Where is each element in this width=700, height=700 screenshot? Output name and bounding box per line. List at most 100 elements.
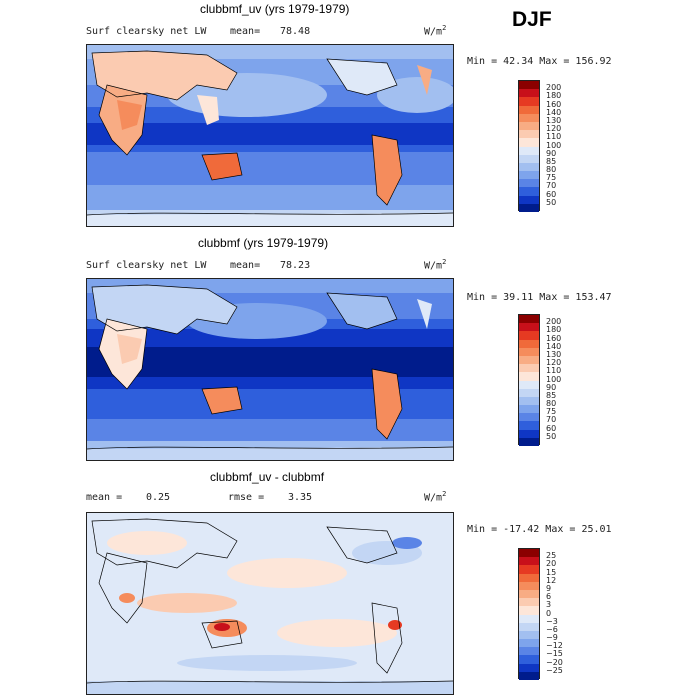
panel-1-mean-value: 78.48 [280, 26, 311, 37]
colorbar-cell [519, 388, 539, 397]
panel-2-variable: Surf clearsky net LW [86, 260, 207, 271]
colorbar-cell [519, 171, 539, 180]
panel-2-map-field [87, 279, 453, 460]
colorbar-cell [519, 195, 539, 204]
colorbar-cell [519, 655, 539, 664]
colorbar-tick-label: −25 [546, 665, 563, 675]
colorbar-cell [519, 405, 539, 414]
panel-1-mean-label: mean= [230, 26, 261, 37]
colorbar-tick-label: −20 [546, 657, 563, 667]
colorbar-tick-label: 20 [546, 559, 557, 569]
colorbar-cell [519, 549, 539, 558]
colorbar-cell [519, 639, 539, 648]
panel-1-variable: Surf clearsky net LW [86, 26, 207, 37]
colorbar-tick-label: 110 [546, 132, 562, 142]
colorbar-cell [519, 105, 539, 114]
colorbar-tick-label: 9 [546, 583, 552, 593]
colorbar-tick-label: 75 [546, 173, 557, 183]
panel-2-minmax: Min = 39.11 Max = 153.47 [467, 292, 612, 303]
panel-2-title: clubbmf (yrs 1979-1979) [198, 236, 329, 250]
panel-3-rmse-label: rmse = [228, 492, 265, 503]
panel-3-rmse-value: 3.35 [288, 492, 313, 503]
panel-3-mean-label: mean = [86, 492, 123, 503]
colorbar-tick-label: 90 [546, 148, 557, 158]
colorbar-cell [519, 339, 539, 348]
colorbar-cell [519, 364, 539, 373]
colorbar-cell [519, 179, 539, 188]
colorbar-tick-label: 100 [546, 374, 562, 384]
colorbar-tick-label: 50 [546, 197, 557, 207]
colorbar-tick-label: 85 [546, 390, 557, 400]
panel-1-title: clubbmf_uv (yrs 1979-1979) [200, 2, 350, 16]
colorbar-cell [519, 396, 539, 406]
colorbar-cell [519, 630, 539, 640]
panel-1-map-field [87, 45, 453, 226]
colorbar-cell [519, 647, 539, 656]
colorbar-tick-label: 160 [546, 99, 562, 109]
panel-2-mean-value: 78.23 [280, 260, 311, 271]
colorbar-tick-label: 85 [546, 156, 557, 166]
panel-2-mean-label: mean= [230, 260, 261, 271]
colorbar-cell [519, 323, 539, 332]
colorbar-tick-label: 80 [546, 399, 557, 409]
colorbar-cell [519, 355, 539, 365]
colorbar-tick-label: 110 [546, 366, 562, 376]
colorbar-tick-label: 200 [546, 83, 562, 93]
colorbar-cell [519, 622, 539, 631]
panel-1-map [86, 44, 454, 227]
panel-1-units: W/m2 [424, 24, 447, 38]
colorbar-tick-label: 130 [546, 349, 562, 359]
colorbar-cell [519, 347, 539, 356]
colorbar-cell [519, 89, 539, 98]
panel-3-minmax: Min = -17.42 Max = 25.01 [467, 524, 612, 535]
colorbar-cell [519, 581, 539, 590]
colorbar-tick-label: 130 [546, 115, 562, 125]
colorbar-cell [519, 187, 539, 196]
panel-3-map [86, 512, 454, 695]
colorbar-tick-label: 120 [546, 358, 562, 368]
colorbar-tick-label: 0 [546, 608, 552, 618]
colorbar-cell [519, 421, 539, 430]
colorbar-cell [519, 429, 539, 438]
colorbar-tick-label: 60 [546, 189, 557, 199]
colorbar-tick-label: 6 [546, 592, 552, 602]
colorbar-cell [519, 81, 539, 90]
colorbar-cell [519, 413, 539, 422]
colorbar-tick-label: −12 [546, 641, 563, 651]
colorbar-cell [519, 121, 539, 131]
colorbar-cell [519, 614, 539, 623]
colorbar-cell [519, 598, 539, 607]
colorbar-tick-label: 60 [546, 423, 557, 433]
colorbar-cell [519, 331, 539, 340]
colorbar-cell [519, 97, 539, 106]
colorbar-cell [519, 315, 539, 324]
colorbar-tick-label: 140 [546, 341, 562, 351]
colorbar-cell [519, 162, 539, 172]
panel-3-map-field [87, 513, 453, 694]
colorbar-tick-label: 90 [546, 382, 557, 392]
panel-3-colorbar [518, 548, 540, 680]
panel-2-units: W/m2 [424, 258, 447, 272]
colorbar-cell [519, 380, 539, 389]
colorbar-tick-label: −3 [546, 616, 558, 626]
colorbar-tick-label: 75 [546, 407, 557, 417]
colorbar-cell [519, 565, 539, 574]
colorbar-tick-label: 50 [546, 431, 557, 441]
colorbar-cell [519, 154, 539, 163]
colorbar-tick-label: 180 [546, 91, 562, 101]
colorbar-cell [519, 671, 539, 680]
colorbar-cell [519, 146, 539, 155]
panel-2-colorbar [518, 314, 540, 446]
colorbar-cell [519, 130, 539, 139]
colorbar-cell [519, 663, 539, 672]
colorbar-tick-label: 100 [546, 140, 562, 150]
colorbar-cell [519, 606, 539, 615]
colorbar-cell [519, 573, 539, 582]
colorbar-cell [519, 138, 539, 147]
panel-1-colorbar [518, 80, 540, 212]
panel-2-map [86, 278, 454, 461]
panel-3-mean-value: 0.25 [146, 492, 171, 503]
panel-3-title: clubbmf_uv - clubbmf [210, 470, 325, 484]
colorbar-tick-label: 80 [546, 165, 557, 175]
colorbar-cell [519, 437, 539, 446]
